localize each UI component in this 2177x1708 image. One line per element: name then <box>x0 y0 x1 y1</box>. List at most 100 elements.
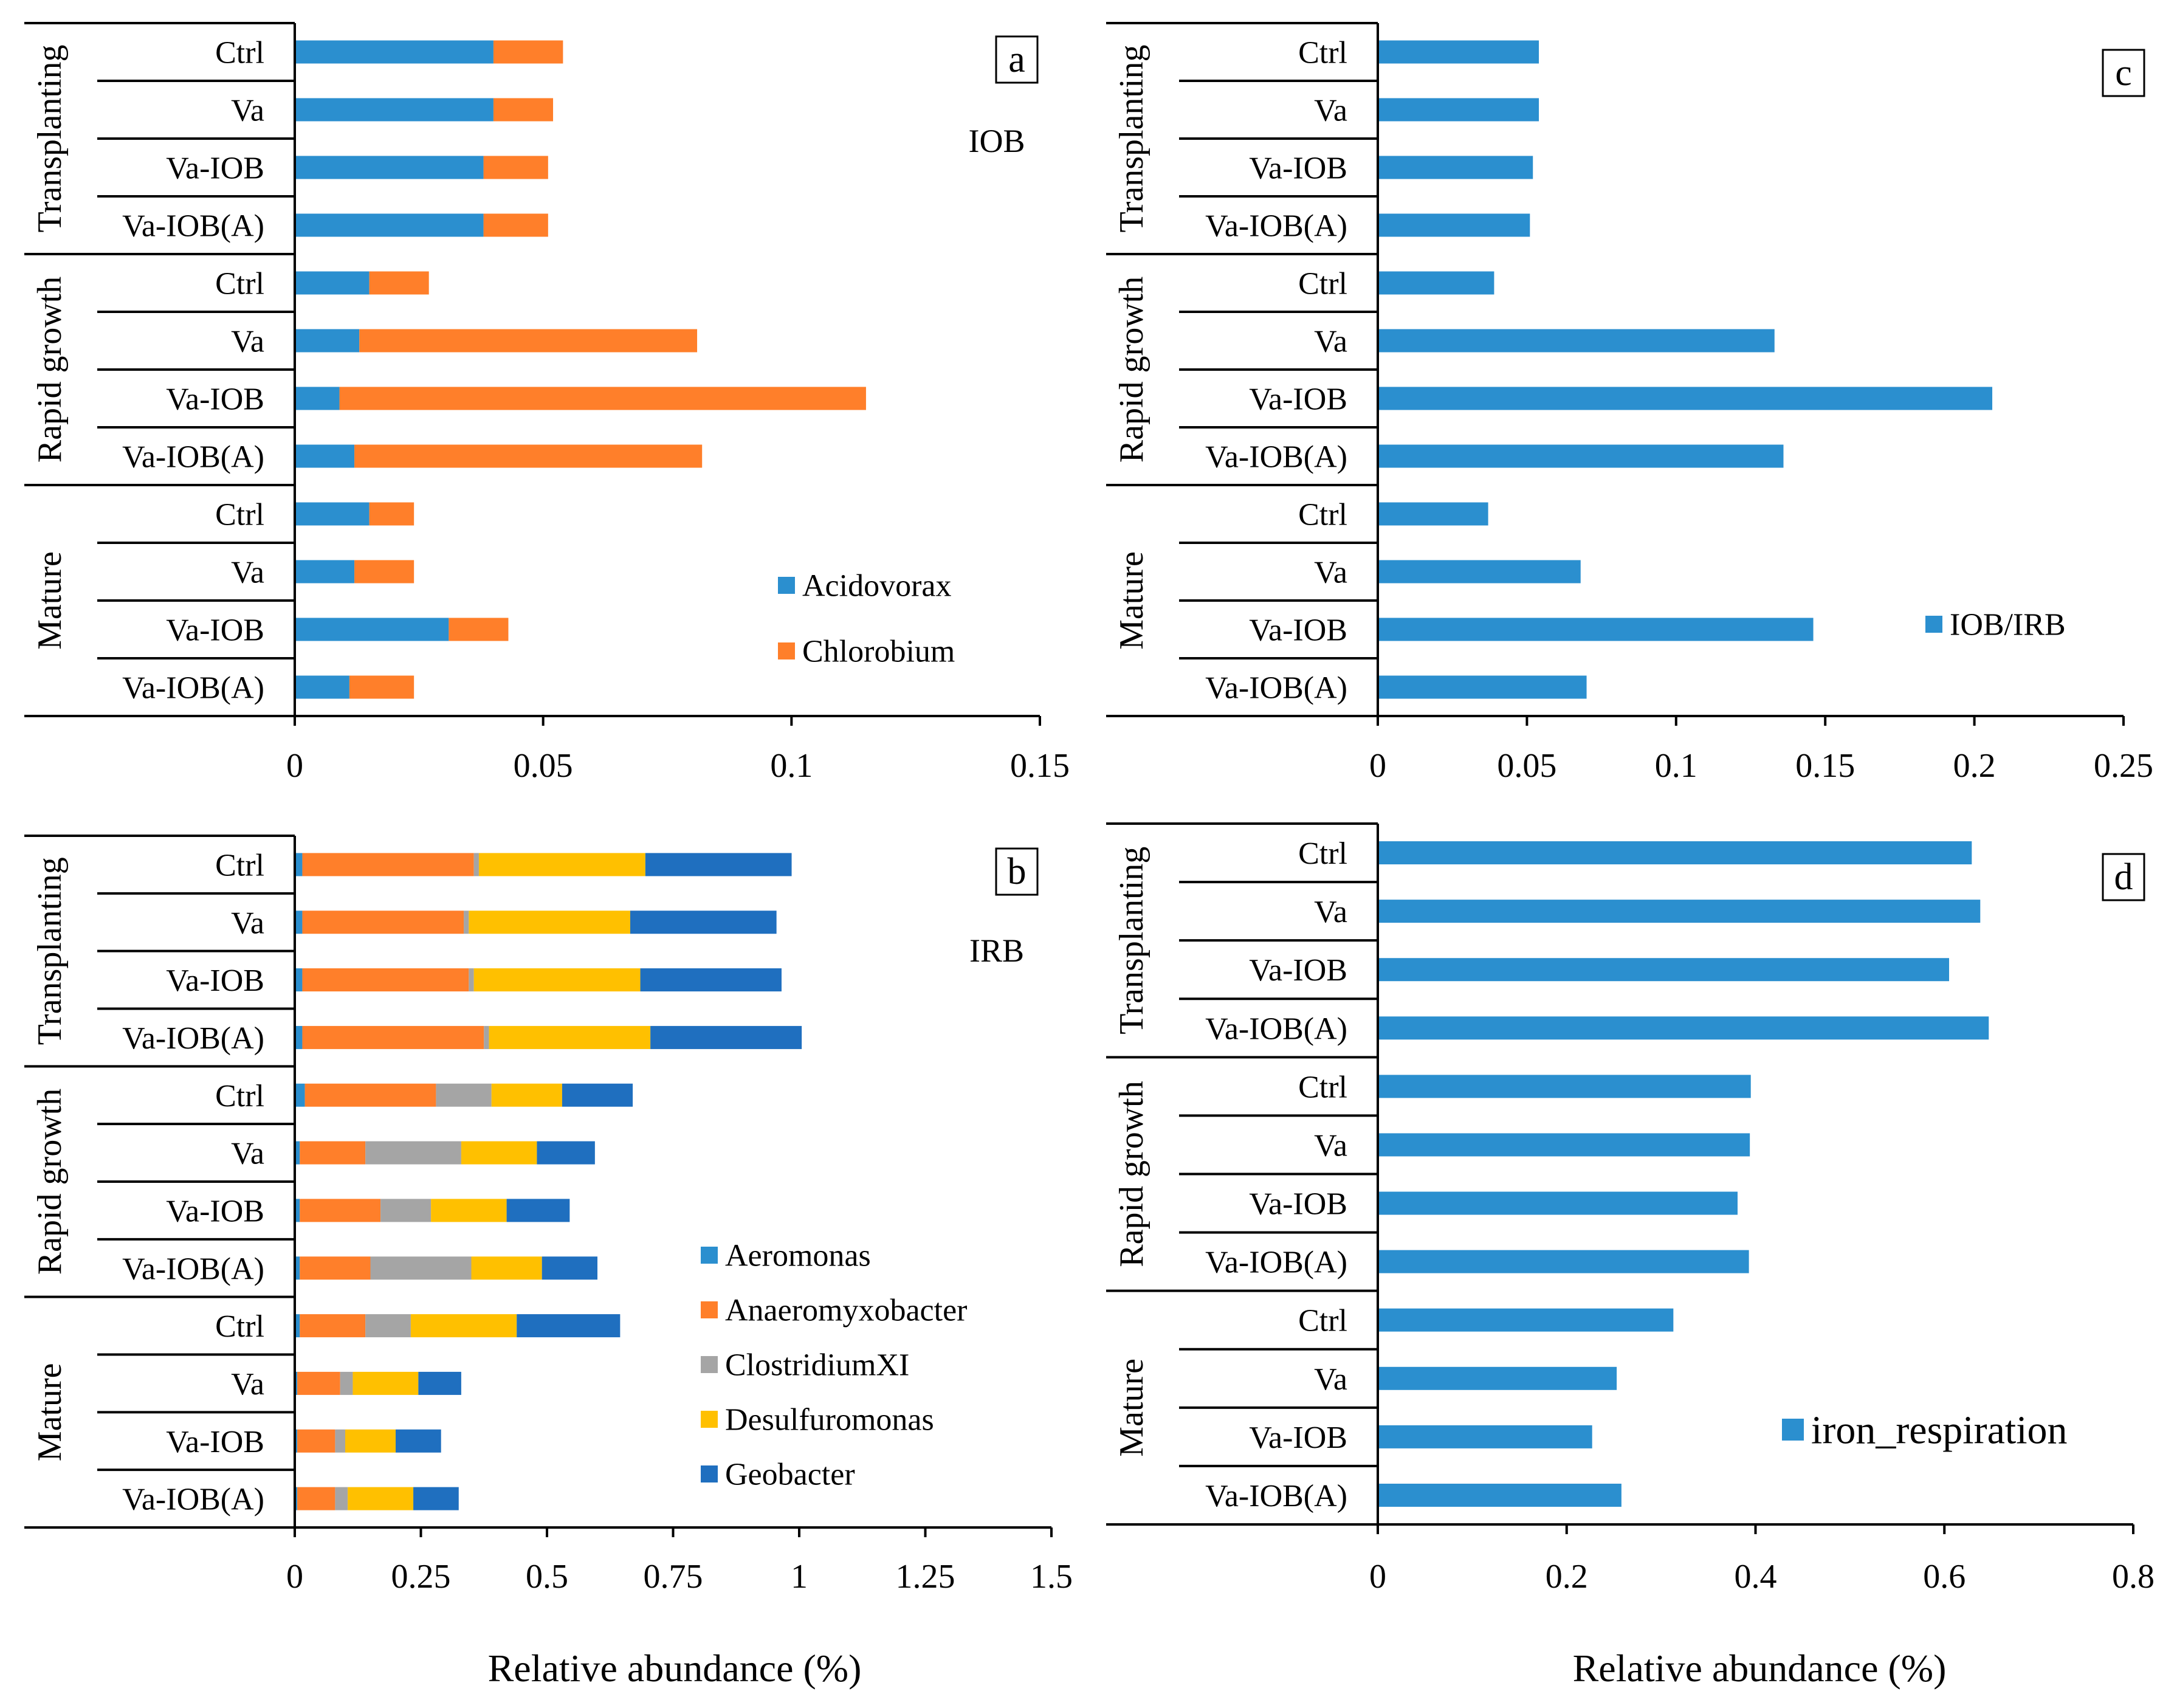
bar-d-5-0 <box>1378 1133 1750 1157</box>
category-label-a-8: Ctrl <box>215 498 264 532</box>
panel-label-box-d <box>2102 853 2145 901</box>
x-tick-label-b-2: 0.5 <box>526 1558 568 1596</box>
group-label-b-0: Transplanting <box>31 857 69 1045</box>
bar-d-0-0 <box>1378 841 1972 865</box>
panel-label-box-c <box>2102 49 2145 97</box>
legend-label-d-0: iron_respiration <box>1811 1408 2068 1452</box>
bar-b-7-0 <box>295 1256 300 1280</box>
group-label-a-0: Transplanting <box>31 44 69 232</box>
category-label-d-11: Va-IOB(A) <box>1205 1479 1347 1513</box>
chart-panel-a: 0 0.05 0.1 0.15 Ctrl Va Va-IOB Va-IOB(A) Ctrl Va V… <box>24 22 1070 785</box>
bar-b-2-1 <box>302 968 469 992</box>
legend-label-b-2: ClostridiumXI <box>725 1348 909 1383</box>
category-label-d-9: Va <box>1314 1362 1347 1397</box>
x-tick-label-a-2: 0.1 <box>770 747 813 785</box>
bar-b-8-0 <box>295 1314 300 1338</box>
category-label-b-11: Va-IOB(A) <box>122 1482 264 1517</box>
legend-swatch-a-0 <box>778 577 795 594</box>
bar-b-11-2 <box>335 1487 348 1510</box>
bar-c-8-0 <box>1378 502 1488 526</box>
category-label-d-4: Ctrl <box>1298 1070 1347 1104</box>
category-label-d-2: Va-IOB <box>1249 953 1347 988</box>
category-label-b-8: Ctrl <box>215 1309 264 1344</box>
bar-a-8-1 <box>369 502 414 526</box>
bar-a-7-0 <box>295 444 355 468</box>
bar-a-4-0 <box>295 271 370 295</box>
bar-b-1-4 <box>630 911 777 934</box>
legend-label-b-3: Desulfuromonas <box>725 1403 934 1438</box>
legend-swatch-b-0 <box>701 1247 718 1264</box>
bar-b-4-0 <box>295 1083 305 1107</box>
category-label-c-8: Ctrl <box>1298 498 1347 532</box>
bar-a-6-0 <box>295 387 340 410</box>
x-tick-label-a-3: 0.15 <box>1010 747 1070 785</box>
bar-b-8-1 <box>300 1314 366 1338</box>
bar-b-10-2 <box>335 1429 345 1453</box>
group-label-b-2: Mature <box>31 1363 69 1461</box>
category-label-d-8: Ctrl <box>1298 1304 1347 1338</box>
category-label-c-10: Va-IOB <box>1249 613 1347 648</box>
bar-b-9-2 <box>340 1371 353 1395</box>
x-tick-label-c-3: 0.15 <box>1795 747 1855 785</box>
bar-b-10-4 <box>396 1429 441 1453</box>
x-tick-label-c-2: 0.1 <box>1655 747 1697 785</box>
bar-b-9-4 <box>418 1371 461 1395</box>
bar-a-10-1 <box>449 618 509 641</box>
bar-c-0-0 <box>1378 40 1539 64</box>
bar-b-10-0 <box>295 1429 298 1453</box>
category-label-d-5: Va <box>1314 1128 1347 1163</box>
bar-b-8-2 <box>365 1314 411 1338</box>
bar-b-2-3 <box>473 968 641 992</box>
x-tick-label-d-3: 0.6 <box>1923 1558 1965 1596</box>
group-label-a-1: Rapid growth <box>31 277 69 463</box>
bar-a-5-1 <box>359 329 698 353</box>
bar-a-11-1 <box>349 675 414 699</box>
category-label-b-0: Ctrl <box>215 848 264 883</box>
bar-b-3-0 <box>295 1025 303 1049</box>
panel-label-c: c <box>2115 52 2132 94</box>
x-tick-label-c-0: 0 <box>1369 747 1386 785</box>
legend-swatch-a-1 <box>778 642 795 659</box>
bar-b-11-0 <box>295 1487 298 1510</box>
bar-d-11-0 <box>1378 1483 1622 1507</box>
category-label-b-3: Va-IOB(A) <box>122 1021 264 1056</box>
category-label-b-6: Va-IOB <box>166 1194 264 1228</box>
bar-a-1-0 <box>295 98 494 122</box>
bar-b-0-2 <box>473 853 479 876</box>
bar-a-2-1 <box>483 156 548 179</box>
group-label-d-1: Rapid growth <box>1113 1081 1150 1267</box>
bar-b-2-2 <box>469 968 474 992</box>
category-label-b-7: Va-IOB(A) <box>122 1252 264 1286</box>
bar-c-11-0 <box>1378 675 1587 699</box>
bar-d-3-0 <box>1378 1016 1989 1040</box>
bar-b-3-4 <box>650 1025 802 1049</box>
category-label-b-4: Ctrl <box>215 1079 264 1114</box>
bar-b-7-3 <box>471 1256 542 1280</box>
x-tick-label-b-1: 0.25 <box>391 1558 451 1596</box>
bar-b-6-2 <box>380 1199 432 1222</box>
chart-panel-b: 0 0.25 0.5 0.75 1 1.25 1.5 Ctrl Va Va-IOB Va-IOB(A… <box>24 835 1073 1596</box>
bar-d-1-0 <box>1378 900 1981 923</box>
legend-swatch-b-3 <box>701 1411 718 1428</box>
category-label-b-2: Va-IOB <box>166 963 264 998</box>
category-label-b-9: Va <box>231 1367 264 1402</box>
bar-b-10-1 <box>297 1429 335 1453</box>
bar-d-7-0 <box>1378 1250 1749 1273</box>
bar-b-6-0 <box>295 1199 300 1222</box>
bar-a-9-0 <box>295 560 355 584</box>
category-label-a-4: Ctrl <box>215 267 264 301</box>
category-label-b-10: Va-IOB <box>166 1425 264 1459</box>
bar-b-0-0 <box>295 853 303 876</box>
category-label-c-3: Va-IOB(A) <box>1205 209 1347 244</box>
legend-swatch-b-4 <box>701 1465 718 1482</box>
category-label-c-9: Va <box>1314 556 1347 590</box>
bar-d-8-0 <box>1378 1308 1674 1332</box>
legend-swatch-b-2 <box>701 1356 718 1373</box>
bar-b-6-4 <box>506 1199 570 1222</box>
category-label-a-10: Va-IOB <box>166 613 264 648</box>
category-label-c-4: Ctrl <box>1298 267 1347 301</box>
category-label-a-2: Va-IOB <box>166 151 264 186</box>
bar-b-5-0 <box>295 1141 300 1165</box>
bar-a-1-1 <box>493 98 554 122</box>
x-tick-label-d-2: 0.4 <box>1735 1558 1777 1596</box>
